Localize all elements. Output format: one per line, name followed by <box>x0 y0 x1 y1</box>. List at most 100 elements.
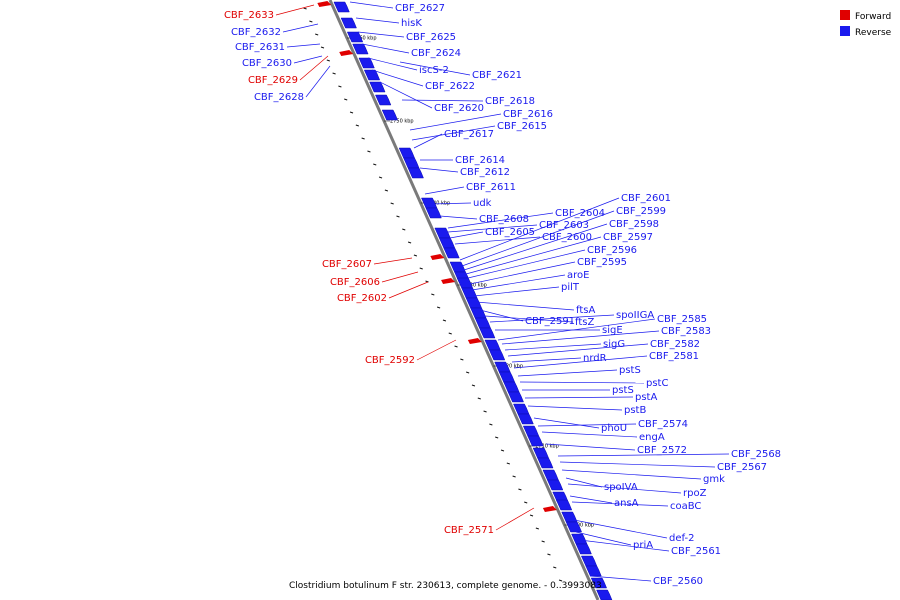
reverse-gene-block[interactable] <box>398 147 415 159</box>
reverse-gene-label[interactable]: spoIIGA <box>616 310 654 321</box>
reverse-gene-label[interactable]: CBF_2621 <box>472 70 522 81</box>
reverse-gene-block[interactable] <box>507 391 524 403</box>
reverse-gene-label[interactable]: udk <box>473 198 492 209</box>
reverse-gene-label[interactable]: CBF_2611 <box>466 182 516 193</box>
reverse-gene-label[interactable]: CBF_2599 <box>616 206 666 217</box>
forward-gene-label[interactable]: CBF_2629 <box>248 75 298 86</box>
forward-gene-label[interactable]: CBF_2592 <box>365 355 415 366</box>
reverse-gene-block[interactable] <box>369 81 386 93</box>
reverse-gene-label[interactable]: CBF_2560 <box>653 576 703 587</box>
reverse-gene-block[interactable] <box>449 261 466 273</box>
reverse-gene-label[interactable]: spoIVA <box>604 482 638 493</box>
reverse-gene-label[interactable]: CBF_2618 <box>485 96 535 107</box>
reverse-gene-label[interactable]: CBF_2585 <box>657 314 707 325</box>
reverse-gene-block[interactable] <box>575 543 592 555</box>
reverse-gene-label[interactable]: iscS-2 <box>419 65 449 76</box>
reverse-gene-block[interactable] <box>580 555 598 567</box>
forward-gene-arrow[interactable] <box>542 506 557 512</box>
forward-gene-label[interactable]: CBF_2571 <box>444 525 494 536</box>
reverse-gene-label[interactable]: CBF_2617 <box>444 129 494 140</box>
reverse-gene-block[interactable] <box>494 361 511 373</box>
reverse-gene-label[interactable]: CBF_2567 <box>717 462 767 473</box>
reverse-gene-block[interactable] <box>456 277 474 289</box>
reverse-gene-label[interactable]: pstC <box>646 378 668 389</box>
reverse-gene-block[interactable] <box>443 247 460 259</box>
forward-gene-label[interactable]: CBF_2633 <box>224 10 274 21</box>
reverse-gene-label[interactable]: CBF_2625 <box>406 32 456 43</box>
reverse-gene-label[interactable]: CBF_2627 <box>395 3 445 14</box>
reverse-gene-label[interactable]: CBF_2630 <box>242 58 292 69</box>
reverse-gene-label[interactable]: CBF_2628 <box>254 92 304 103</box>
reverse-gene-block[interactable] <box>522 425 540 437</box>
reverse-gene-block[interactable] <box>363 69 381 81</box>
reverse-gene-block[interactable] <box>465 297 482 309</box>
reverse-gene-block[interactable] <box>352 43 369 55</box>
reverse-gene-label[interactable]: CBF_2608 <box>479 214 529 225</box>
reverse-gene-label[interactable]: aroE <box>567 270 589 281</box>
reverse-gene-block[interactable] <box>403 157 420 169</box>
reverse-gene-block[interactable] <box>346 31 364 43</box>
reverse-gene-label[interactable]: CBF_2620 <box>434 103 484 114</box>
reverse-gene-label[interactable]: CBF_2568 <box>731 449 781 460</box>
reverse-gene-label[interactable]: CBF_2615 <box>497 121 547 132</box>
reverse-gene-label[interactable]: CBF_2632 <box>231 27 281 38</box>
reverse-gene-block[interactable] <box>421 197 438 209</box>
reverse-gene-block[interactable] <box>513 403 530 415</box>
reverse-gene-label[interactable]: CBF_2614 <box>455 155 505 166</box>
reverse-gene-label[interactable]: CBF_2631 <box>235 42 285 53</box>
reverse-gene-label[interactable]: CBF_2596 <box>587 245 637 256</box>
reverse-gene-block[interactable] <box>542 469 559 481</box>
reverse-gene-label[interactable]: CBF_2582 <box>650 339 700 350</box>
reverse-gene-block[interactable] <box>381 109 398 121</box>
reverse-gene-block[interactable] <box>375 94 392 106</box>
forward-gene-label[interactable]: CBF_2606 <box>330 277 380 288</box>
reverse-gene-label[interactable]: CBF_2598 <box>609 219 659 230</box>
reverse-gene-label[interactable]: CBF_2572 <box>637 445 687 456</box>
forward-gene-label[interactable]: CBF_2607 <box>322 259 372 270</box>
reverse-gene-label[interactable]: CBF_2600 <box>542 232 592 243</box>
reverse-gene-label[interactable]: CBF_2574 <box>638 419 688 430</box>
reverse-gene-label[interactable]: def-2 <box>669 533 694 544</box>
reverse-gene-label[interactable]: CBF_2581 <box>649 351 699 362</box>
reverse-gene-block[interactable] <box>585 565 602 577</box>
reverse-gene-block[interactable] <box>498 371 515 383</box>
reverse-gene-label[interactable]: pstB <box>624 405 646 416</box>
forward-gene-arrow[interactable] <box>339 50 354 56</box>
reverse-gene-block[interactable] <box>590 577 608 589</box>
reverse-gene-block[interactable] <box>537 457 554 469</box>
reverse-gene-block[interactable] <box>340 17 357 29</box>
reverse-gene-label[interactable]: engA <box>639 432 665 443</box>
reverse-gene-label[interactable]: priA <box>633 540 653 551</box>
reverse-gene-block[interactable] <box>565 521 582 533</box>
reverse-gene-label[interactable]: ftsZ <box>575 317 594 328</box>
reverse-gene-label[interactable]: pstS <box>619 365 641 376</box>
reverse-gene-label[interactable]: pstS <box>612 385 634 396</box>
forward-gene-arrow[interactable] <box>441 278 456 284</box>
reverse-gene-block[interactable] <box>488 349 506 361</box>
reverse-gene-label[interactable]: CBF_2591 <box>525 316 575 327</box>
forward-gene-arrow[interactable] <box>430 254 445 260</box>
reverse-gene-block[interactable] <box>438 237 456 249</box>
forward-gene-arrow[interactable] <box>317 1 332 7</box>
reverse-gene-label[interactable]: sigE <box>602 325 623 336</box>
reverse-gene-label[interactable]: coaBC <box>670 501 701 512</box>
reverse-gene-label[interactable]: sigG <box>603 339 625 350</box>
reverse-gene-label[interactable]: CBF_2612 <box>460 167 510 178</box>
reverse-gene-block[interactable] <box>425 207 442 219</box>
reverse-gene-block[interactable] <box>479 327 496 339</box>
reverse-gene-label[interactable]: ansA <box>614 498 639 509</box>
reverse-gene-block[interactable] <box>474 317 491 329</box>
reverse-gene-block[interactable] <box>503 381 520 393</box>
reverse-gene-label[interactable]: gmk <box>703 474 725 485</box>
reverse-gene-label[interactable]: phoU <box>601 423 627 434</box>
reverse-gene-label[interactable]: CBF_2561 <box>671 546 721 557</box>
reverse-gene-block[interactable] <box>407 167 424 179</box>
reverse-gene-block[interactable] <box>434 227 451 239</box>
reverse-gene-block[interactable] <box>532 447 549 459</box>
reverse-gene-label[interactable]: CBF_2595 <box>577 257 627 268</box>
reverse-gene-label[interactable]: CBF_2624 <box>411 48 461 59</box>
reverse-gene-block[interactable] <box>461 287 478 299</box>
forward-gene-arrow[interactable] <box>467 338 482 344</box>
reverse-gene-block[interactable] <box>555 499 573 511</box>
reverse-gene-label[interactable]: CBF_2616 <box>503 109 553 120</box>
